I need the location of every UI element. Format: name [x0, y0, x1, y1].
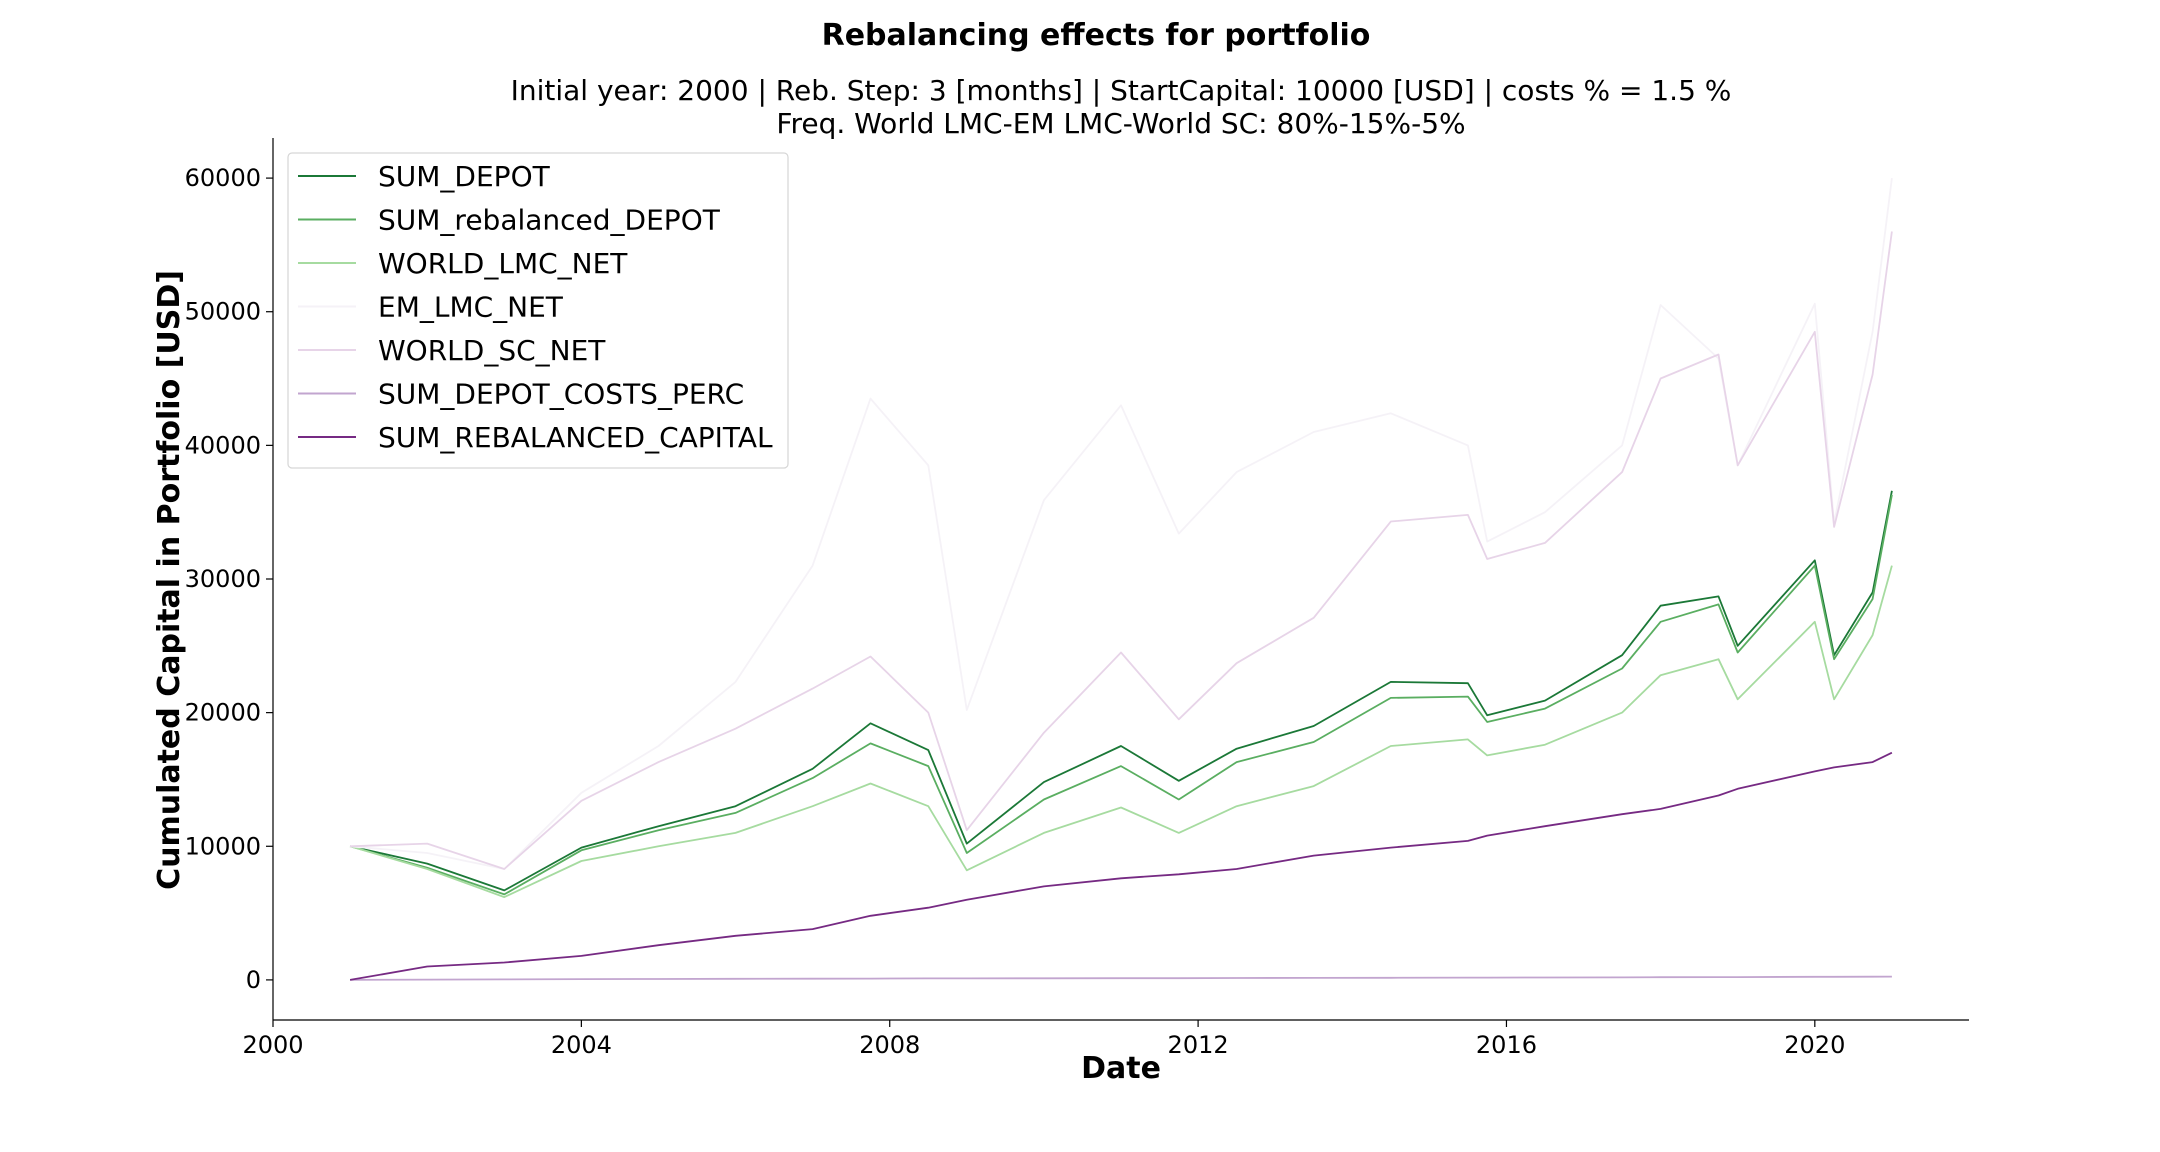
series-line-sum-depot-costs-perc: [350, 975, 1892, 981]
y-tick-label: 0: [246, 966, 261, 994]
legend-label: SUM_DEPOT: [378, 160, 551, 193]
x-ticks: 2000 2004 2008 2012 2016 2020: [242, 1020, 1845, 1059]
chart-subtitle-line-1: Initial year: 2000 | Reb. Step: 3 [month…: [511, 74, 1732, 107]
y-tick-label: 60000: [185, 164, 261, 192]
y-tick-label: 10000: [185, 832, 261, 860]
y-tick-label: 30000: [185, 565, 261, 593]
plot-lines: [349, 177, 1893, 981]
y-ticks: 0 10000 20000 30000 40000 50000 60000: [185, 164, 273, 994]
legend-label: EM_LMC_NET: [378, 291, 564, 324]
legend-label: SUM_rebalanced_DEPOT: [378, 204, 721, 237]
legend-frame: [287, 152, 789, 469]
x-tick-label: 2008: [859, 1031, 920, 1059]
chart-title: Rebalancing effects for portfolio: [822, 18, 1371, 53]
x-axis-label: Date: [1081, 1051, 1161, 1086]
legend-label: WORLD_SC_NET: [378, 334, 606, 367]
series-line-sum-rebalanced-depot: [349, 494, 1893, 896]
x-tick-label: 2004: [551, 1031, 612, 1059]
x-tick-label: 2016: [1476, 1031, 1537, 1059]
legend: SUM_DEPOT SUM_rebalanced_DEPOT WORLD_LMC_N…: [287, 152, 789, 469]
legend-label: SUM_REBALANCED_CAPITAL: [378, 421, 773, 454]
x-tick-label: 2012: [1168, 1031, 1229, 1059]
series-line-sum-rebalanced-capital: [349, 751, 1893, 981]
series-line-world-lmc-net: [349, 565, 1893, 898]
legend-label: SUM_DEPOT_COSTS_PERC: [378, 378, 744, 411]
y-tick-label: 40000: [185, 431, 261, 459]
chart-subtitle-line-2: Freq. World LMC-EM LMC-World SC: 80%-15%…: [776, 107, 1465, 140]
y-axis-label: Cumulated Capital in Portfolio [USD]: [152, 270, 187, 890]
legend-label: WORLD_LMC_NET: [378, 247, 628, 280]
y-tick-label: 20000: [185, 699, 261, 727]
series-line-sum-depot: [349, 490, 1893, 892]
y-tick-label: 50000: [185, 298, 261, 326]
x-tick-label: 2020: [1784, 1031, 1845, 1059]
series-line-world-sc-net: [350, 231, 1893, 870]
x-tick-label: 2000: [242, 1031, 303, 1059]
